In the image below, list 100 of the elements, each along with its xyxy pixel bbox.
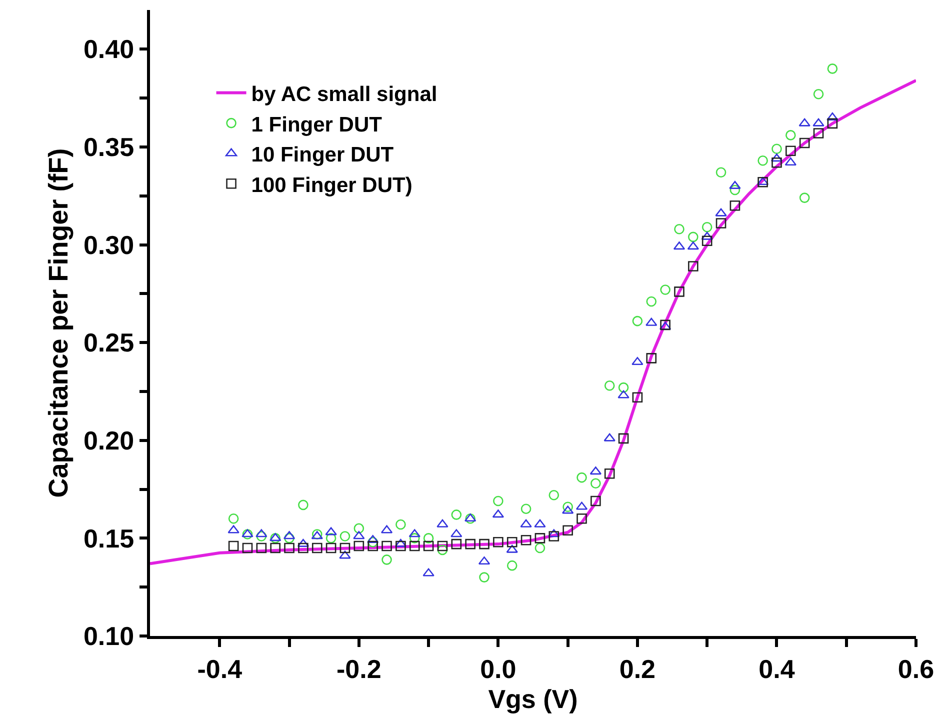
point: [604, 433, 616, 442]
point: [520, 504, 532, 514]
point: [618, 433, 629, 444]
point: [812, 118, 824, 126]
point: [396, 519, 406, 530]
point: [534, 519, 546, 528]
point: [506, 536, 518, 548]
point: [548, 531, 560, 542]
point: [813, 128, 824, 138]
point: [786, 130, 796, 140]
point: [409, 540, 420, 552]
point: [284, 542, 294, 554]
x-axis-title: Vgs (V): [488, 684, 578, 714]
point: [326, 533, 336, 544]
point: [493, 536, 504, 548]
point: [437, 544, 448, 556]
point: [451, 510, 462, 520]
point: [646, 318, 658, 326]
point: [702, 222, 712, 232]
point: [548, 529, 560, 538]
point: [688, 261, 698, 272]
point: [562, 525, 573, 536]
y-tick-label: 0.35: [83, 132, 134, 162]
point: [827, 118, 838, 129]
point: [423, 540, 434, 552]
point: [451, 538, 462, 550]
y-axis-title: Capacitance per Finger (fF): [43, 148, 74, 498]
point: [772, 157, 782, 168]
point: [437, 540, 448, 552]
y-tick-label: 0.25: [83, 328, 134, 358]
point: [576, 472, 587, 483]
point: [646, 353, 657, 364]
point: [506, 544, 518, 553]
point: [520, 534, 532, 546]
point: [382, 540, 392, 552]
point: [604, 380, 615, 391]
point: [326, 542, 336, 554]
point: [548, 490, 560, 500]
point: [632, 392, 643, 402]
point: [493, 496, 504, 506]
point: [479, 538, 490, 550]
legend-label: by AC small signal: [251, 82, 438, 106]
point: [674, 224, 684, 234]
point: [256, 531, 267, 542]
point: [339, 550, 351, 559]
point: [534, 542, 546, 554]
point: [772, 144, 782, 154]
point: [368, 540, 378, 552]
point: [465, 538, 476, 550]
point: [590, 496, 601, 506]
legend-label: 100 Finger DUT): [251, 174, 412, 197]
point: [325, 527, 337, 536]
point: [312, 542, 322, 554]
legend-label: 1 Finger DUT: [251, 113, 382, 136]
point: [436, 519, 448, 528]
point: [284, 533, 294, 544]
y-tick-label: 0.40: [83, 34, 134, 64]
point: [354, 540, 364, 552]
point: [799, 192, 810, 203]
x-tick-label: 0.4: [758, 654, 796, 684]
point: [590, 478, 601, 489]
point: [340, 531, 350, 542]
point: [242, 542, 253, 554]
point: [646, 296, 657, 307]
point: [382, 554, 392, 565]
x-tick-label: 0.6: [898, 654, 934, 684]
y-tick-label: 0.30: [83, 230, 134, 260]
point: [450, 529, 462, 538]
point: [228, 513, 239, 524]
point: [784, 157, 796, 166]
point: [256, 542, 267, 554]
point: [688, 232, 698, 242]
point: [716, 218, 726, 228]
point: [228, 540, 239, 552]
point: [702, 236, 712, 246]
point: [798, 118, 810, 126]
x-tick-label: 0.0: [480, 654, 516, 684]
point: [660, 284, 670, 295]
point: [298, 542, 308, 554]
point: [366, 534, 379, 544]
point: [256, 529, 268, 538]
legend-label: 10 Finger DUT: [251, 144, 394, 167]
point: [826, 112, 838, 120]
point: [632, 356, 644, 366]
point: [520, 519, 532, 528]
point: [786, 146, 796, 156]
point: [506, 560, 518, 571]
point: [827, 64, 838, 74]
point: [396, 540, 406, 552]
point: [298, 500, 308, 510]
point: [354, 523, 364, 534]
point: [408, 529, 420, 538]
point: [422, 568, 434, 576]
point: [632, 316, 643, 326]
y-tick-label: 0.20: [83, 425, 134, 456]
point: [730, 200, 740, 211]
point: [368, 536, 378, 548]
point: [729, 180, 741, 189]
point: [799, 138, 810, 148]
point: [715, 208, 727, 216]
